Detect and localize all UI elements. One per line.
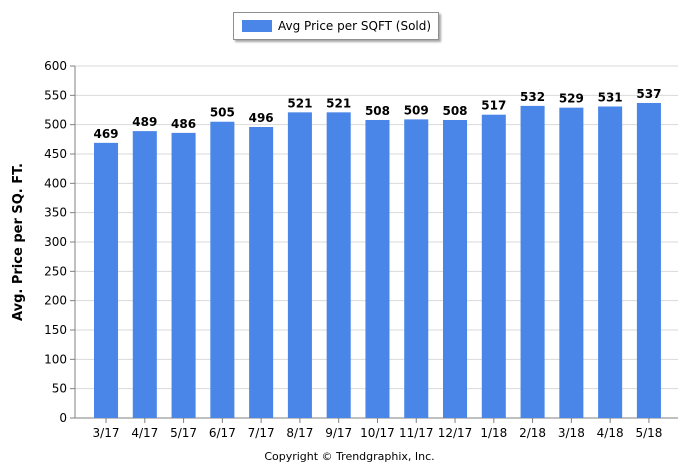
x-tick-label: 6/17 [209,426,236,440]
data-label: 486 [171,117,196,131]
data-label: 532 [520,90,545,104]
data-label: 537 [636,87,661,101]
x-tick-label: 3/18 [558,426,585,440]
data-label: 508 [365,104,390,118]
bar [326,112,351,418]
data-label: 496 [249,111,274,125]
y-tick-label: 150 [44,323,67,337]
y-tick-label: 250 [44,264,67,278]
data-label: 521 [287,96,312,110]
y-tick-label: 550 [44,88,67,102]
y-tick-label: 400 [44,176,67,190]
y-tick-label: 500 [44,118,67,132]
data-label: 505 [210,106,235,120]
x-tick-label: 7/17 [248,426,275,440]
bar [559,107,584,419]
bar [94,142,119,418]
x-tick-label: 12/17 [438,426,473,440]
x-tick-label: 9/17 [325,426,352,440]
y-tick-label: 200 [44,294,67,308]
bar [365,119,390,419]
data-label: 517 [481,99,506,113]
x-tick-label: 4/17 [131,426,158,440]
bar [636,102,661,419]
x-tick-label: 1/18 [480,426,507,440]
y-tick-label: 350 [44,206,67,220]
x-tick-label: 8/17 [286,426,313,440]
data-label: 521 [326,96,351,110]
x-tick-label: 5/17 [170,426,197,440]
bar [171,132,196,418]
x-tick-label: 10/17 [360,426,395,440]
bar [249,127,274,418]
x-tick-label: 2/18 [519,426,546,440]
y-tick-label: 300 [44,235,67,249]
y-axis-label: Avg. Price per SQ. FT. [11,163,26,321]
y-tick-label: 0 [59,411,67,425]
legend-label: Avg Price per SQFT (Sold) [278,19,432,33]
bar [481,114,506,419]
bar [287,112,312,418]
bar [598,106,623,418]
bar [443,119,468,419]
x-tick-label: 4/18 [597,426,624,440]
data-label: 469 [93,127,118,141]
data-label: 509 [404,103,429,117]
data-label: 531 [598,90,623,104]
x-tick-label: 3/17 [93,426,120,440]
legend: Avg Price per SQFT (Sold) [233,12,439,40]
bar [520,105,545,418]
x-tick-label: 5/18 [635,426,662,440]
legend-swatch [242,20,272,32]
x-tick-label: 11/17 [399,426,434,440]
bar [132,131,157,418]
bar [404,119,429,419]
y-tick-label: 450 [44,147,67,161]
copyright-text: Copyright © Trendgraphix, Inc. [264,450,435,463]
data-label: 489 [132,115,157,129]
y-tick-label: 600 [44,59,67,73]
data-label: 529 [559,92,584,106]
bar [210,121,235,418]
y-tick-label: 100 [44,352,67,366]
data-label: 508 [442,104,467,118]
y-tick-label: 50 [52,382,67,396]
